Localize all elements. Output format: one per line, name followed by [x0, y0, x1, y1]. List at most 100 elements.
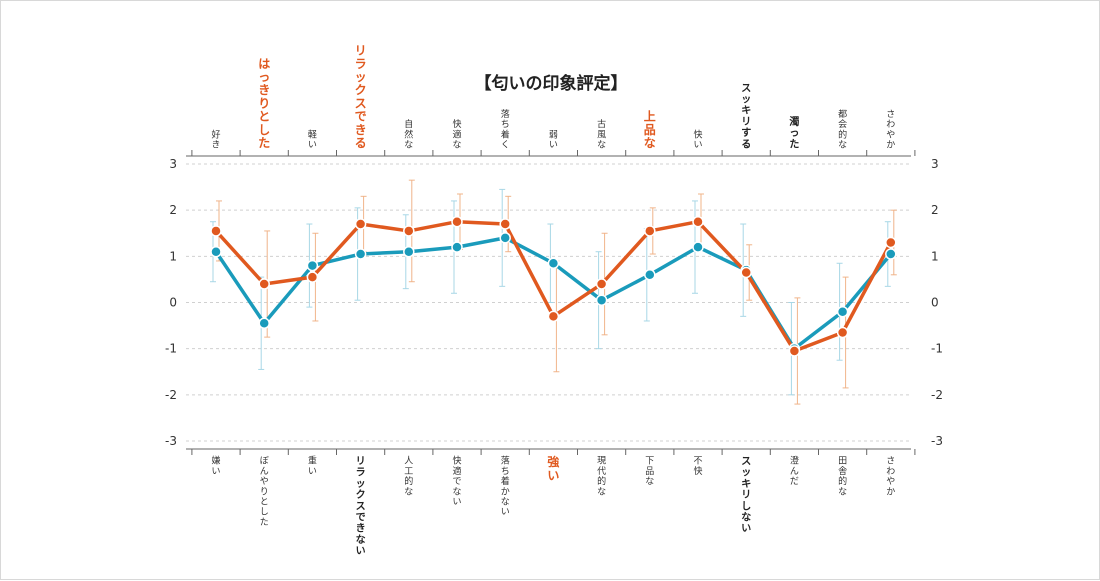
- series-lines: [214, 219, 893, 353]
- bottom-label-7: 強い: [547, 454, 559, 482]
- bottom-label-8-char: 的: [597, 475, 606, 487]
- bottom-label-13-char: 的: [838, 475, 847, 487]
- bottom-label-3-char: き: [356, 523, 366, 535]
- bottom-label-8-char: な: [597, 486, 606, 497]
- bottom-label-3-char: な: [356, 534, 366, 546]
- bottom-label-2: 重い: [308, 455, 317, 477]
- bottom-label-0: 嫌い: [211, 455, 220, 477]
- bottom-label-14-char: や: [886, 476, 895, 487]
- bottom-label-3-char: ッ: [356, 479, 366, 490]
- top-label-11-char: ッ: [741, 95, 751, 106]
- bottom-label-6-char: 落: [501, 455, 510, 467]
- bottom-label-9: 下品な: [645, 457, 654, 487]
- top-label-5-char: 適: [452, 128, 461, 140]
- bottom-label-4-char: 工: [404, 467, 413, 477]
- top-label-3-char: ク: [355, 83, 367, 97]
- top-label-1-char: と: [258, 110, 270, 124]
- axes: 3 3 2 2 1 1 0 0 -1 -1 -2 -2 -3 -3: [165, 150, 943, 455]
- bottom-label-5-char: で: [452, 477, 461, 487]
- top-label-10: 快い: [693, 128, 702, 150]
- top-label-2-char: い: [308, 140, 317, 150]
- bottom-label-1-char: り: [260, 486, 269, 497]
- data-point-0-0: [210, 245, 222, 258]
- y-tick-right: 1: [931, 249, 939, 263]
- bottom-label-9-char: 品: [645, 466, 654, 477]
- data-point-0-14: [885, 248, 897, 260]
- series-line-1: [214, 219, 893, 353]
- bottom-label-5-char: い: [452, 497, 461, 507]
- bottom-label-1-char: や: [260, 476, 269, 487]
- data-point-1-1: [258, 278, 270, 290]
- top-label-14-char: か: [886, 139, 895, 150]
- bottom-label-9-char: な: [645, 476, 654, 487]
- data-point-1-4: [403, 225, 415, 237]
- bottom-label-4-char: 的: [404, 475, 413, 487]
- data-point-1-10: [692, 215, 704, 228]
- top-label-11-char: す: [741, 127, 751, 139]
- bottom-label-8-char: 現: [597, 456, 606, 467]
- data-points: [210, 215, 897, 357]
- data-point-1-2: [306, 271, 319, 283]
- data-point-0-5: [451, 241, 463, 253]
- top-label-4-char: 自: [404, 118, 413, 130]
- data-point-0-3: [354, 248, 367, 260]
- bottom-label-3-char: で: [356, 512, 366, 524]
- top-label-12-char: 濁: [789, 115, 799, 128]
- y-tick-left: 3: [169, 157, 177, 171]
- top-label-8-char: 風: [597, 129, 606, 140]
- data-point-1-5: [451, 215, 463, 228]
- top-label-1-char: り: [258, 96, 270, 110]
- bottom-label-10: 不快: [693, 456, 702, 477]
- top-label-14-char: さ: [886, 109, 895, 120]
- bottom-label-11-char: キ: [741, 478, 751, 490]
- bottom-label-11-char: ス: [741, 456, 751, 468]
- top-label-9: 上品な: [644, 109, 656, 150]
- data-point-0-6: [499, 232, 511, 244]
- data-point-1-3: [354, 218, 367, 230]
- top-label-10-char: 快: [693, 128, 702, 140]
- top-label-11-char: る: [741, 138, 751, 150]
- bottom-label-0-char: い: [211, 467, 220, 477]
- bottom-label-6-char: な: [501, 496, 510, 507]
- bottom-label-10-char: 不: [693, 456, 702, 467]
- bottom-label-5-char: な: [452, 486, 461, 497]
- bottom-label-3-char: ク: [356, 489, 366, 501]
- y-tick-left: 0: [169, 296, 177, 310]
- bottom-label-6-char: い: [501, 508, 510, 518]
- top-label-2: 軽い: [308, 129, 317, 150]
- data-point-0-8: [595, 294, 608, 306]
- bottom-label-13-char: 舎: [838, 466, 847, 477]
- bottom-label-6-char: か: [501, 486, 510, 497]
- top-label-3-char: る: [355, 136, 367, 150]
- top-label-6-char: く: [501, 140, 510, 150]
- bottom-label-12: 澄んだ: [790, 455, 799, 487]
- data-point-1-11: [740, 266, 752, 279]
- bottom-label-1-char: ん: [260, 466, 269, 477]
- y-tick-right: -2: [931, 388, 943, 402]
- top-label-0: 好き: [211, 128, 220, 150]
- top-label-11-char: リ: [741, 116, 751, 128]
- top-label-12: 濁った: [789, 115, 799, 150]
- top-label-2-char: 軽: [308, 129, 317, 140]
- top-label-10-char: い: [693, 140, 702, 150]
- bottom-label-12-char: だ: [790, 476, 799, 487]
- bottom-label-1-char: し: [260, 507, 269, 518]
- bottom-label-11-char: し: [741, 500, 751, 512]
- top-label-8: 古風な: [597, 118, 606, 150]
- bottom-label-13-char: な: [838, 486, 847, 497]
- bottom-label-12-char: ん: [790, 466, 799, 477]
- bottom-label-14-char: か: [886, 486, 895, 497]
- top-label-0-char: き: [211, 139, 220, 150]
- bottom-label-7-char: 強: [547, 454, 559, 469]
- data-point-0-13: [836, 305, 849, 318]
- bottom-label-3-char: ス: [356, 500, 366, 512]
- bottom-label-1-char: ぼ: [260, 456, 269, 467]
